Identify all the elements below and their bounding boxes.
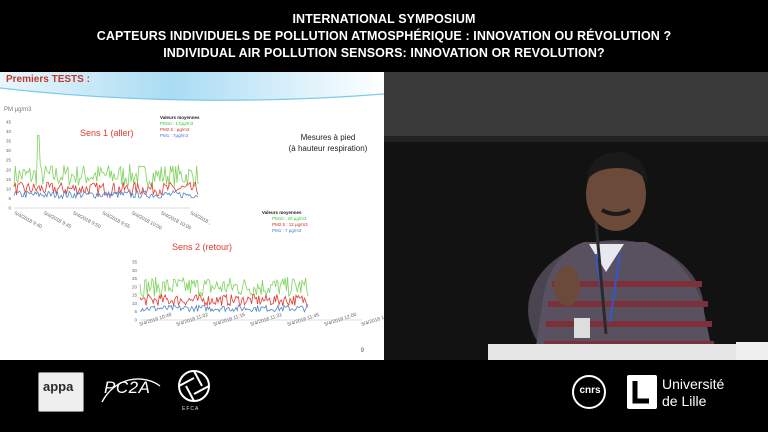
- speaker-hair: [586, 152, 648, 184]
- chart1-ytick: 20: [6, 167, 12, 172]
- univ-lille-logo-icon: [627, 375, 657, 409]
- chart2-legend-pm1: PM1 : 7 µg/m3: [272, 228, 302, 233]
- walking-measure-note: Mesures à pied (à hauteur respiration): [286, 132, 370, 154]
- chart2-ytick: 5: [134, 309, 137, 314]
- chart2-ytick: 10: [132, 301, 138, 306]
- sponsor-footer: appa PC2A EFCA cnrs Université de Lille: [0, 360, 768, 432]
- chart1-series-pm10: [13, 135, 199, 188]
- mesures-line-1: Mesures à pied: [300, 133, 356, 142]
- appa-logo-text: appa: [43, 379, 74, 394]
- chart1-xtick: 5/4/2018 9:55: [101, 210, 131, 230]
- chart1-series-pm25: [13, 181, 199, 197]
- chart1-ytick: 30: [6, 148, 12, 153]
- speaker-hand: [554, 266, 580, 306]
- speaker-mustache: [601, 208, 631, 216]
- chart1-ytick: 45: [6, 120, 12, 125]
- speaker-head: [586, 157, 646, 231]
- chart1-xtick: 5/4/2018 9:40: [13, 210, 43, 230]
- efca-logo-text: EFCA: [182, 406, 200, 412]
- chart1-ytick: 15: [6, 177, 12, 182]
- chart2-ytick: 30: [132, 268, 138, 273]
- cnrs-logo-text: cnrs: [579, 385, 601, 396]
- header-line-1: INTERNATIONAL SYMPOSIUM: [292, 11, 476, 26]
- badge: [574, 318, 590, 338]
- chart2-xtick: 5/4/2018 12:14: [361, 312, 384, 328]
- y-axis-unit: PM µg/m3: [4, 107, 32, 113]
- microphone: [594, 221, 608, 335]
- laptop: [736, 342, 768, 360]
- chart1-legend-pm10: PM10 : 17µg/m3: [160, 121, 194, 126]
- chart2-series-pm1: [139, 303, 309, 313]
- chart1-legend-pm25: PM2.5 : µg/m3: [160, 127, 190, 132]
- chart1-legend-title: Valeurs moyennes: [160, 115, 200, 120]
- chart2-ytick: 35: [132, 260, 138, 265]
- chart1-ytick: 5: [8, 196, 11, 201]
- univ-lille-line-1: Université: [662, 376, 725, 392]
- chart2-legend-title: Valeurs moyennes: [262, 210, 302, 215]
- chart1-legend: Valeurs moyennes PM10 : 17µg/m3 PM2.5 : …: [160, 115, 200, 139]
- chart1-title: Sens 1 (aller): [80, 128, 134, 138]
- chart2-ytick: 15: [132, 293, 138, 298]
- pc2a-logo: PC2A: [104, 378, 151, 397]
- chart2-series-pm25: [139, 293, 309, 308]
- speaker-video: [384, 72, 768, 360]
- slide-title: Premiers TESTS :: [6, 74, 90, 85]
- presentation-slide: Premiers TESTS : PM µg/m3 Sens 1 (aller)…: [0, 72, 384, 360]
- chart1-ytick: 0: [8, 206, 11, 211]
- chart2-series-pm10: [139, 276, 309, 298]
- header-line-2: CAPTEURS INDIVIDUELS DE POLLUTION ATMOSP…: [96, 28, 672, 43]
- chart1-ytick: 35: [6, 139, 12, 144]
- chart2-legend-pm10: PM10 : 20 µg/m3: [272, 216, 307, 221]
- screen-top: [384, 72, 768, 136]
- symposium-header: INTERNATIONAL SYMPOSIUM CAPTEURS INDIVID…: [0, 0, 768, 72]
- chart2-ytick: 25: [132, 276, 138, 281]
- speaker-scene: [384, 72, 768, 360]
- header-line-3: INDIVIDUAL AIR POLLUTION SENSORS: INNOVA…: [163, 45, 605, 60]
- chart1-xtick: 5/4/2018 9:45: [42, 210, 72, 230]
- chart1-series-pm1: [13, 190, 199, 200]
- mesures-line-2: (à hauteur respiration): [288, 144, 368, 153]
- chart1-ytick: 25: [6, 158, 12, 163]
- chart1-xtick: 5/4/2018 10:00: [130, 210, 162, 231]
- efca-logo-icon: [178, 370, 210, 402]
- univ-lille-line-2: de Lille: [662, 393, 707, 409]
- screen-frame: [384, 136, 768, 142]
- chart2-legend-pm25: PM2.5 : 12 µg/m3: [272, 222, 308, 227]
- chart2-ytick: 20: [132, 284, 138, 289]
- sweater-stripes: [544, 281, 714, 347]
- chart1-xtick: 5/4/2018 9:50: [72, 210, 102, 230]
- lectern: [488, 344, 768, 360]
- banner-swoosh: [0, 87, 384, 108]
- chart1-xtick: 5/4/2018 10:05: [160, 210, 192, 231]
- slide-page-number: 9: [360, 348, 364, 354]
- chart2-legend: Valeurs moyennes PM10 : 20 µg/m3 PM2.5 :…: [262, 210, 308, 234]
- chart1-ytick: 40: [6, 129, 12, 134]
- pc2a-logo-shape: [101, 378, 161, 403]
- cnrs-logo: [572, 375, 606, 409]
- appa-logo: appa: [38, 372, 84, 412]
- chart2-ytick: 0: [134, 318, 137, 323]
- chart1-ytick: 10: [6, 186, 12, 191]
- chart1-xtick: 5/4/2018 10:10: [189, 210, 210, 231]
- chart1-legend-pm1: PM1 : 7µg/m3: [160, 133, 189, 138]
- chart2-title: Sens 2 (retour): [172, 242, 233, 252]
